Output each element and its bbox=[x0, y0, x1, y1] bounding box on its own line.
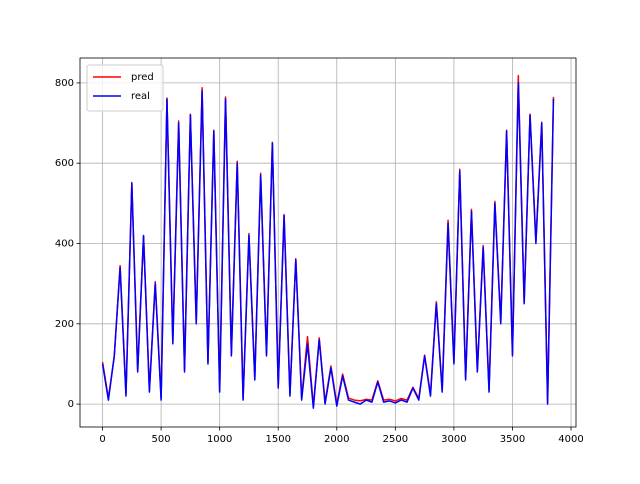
y-tick-label: 600 bbox=[55, 158, 74, 169]
x-tick-label: 0 bbox=[99, 434, 105, 445]
x-tick-label: 1500 bbox=[265, 434, 290, 445]
legend-label: real bbox=[131, 91, 150, 102]
line-series bbox=[101, 82, 555, 409]
y-tick-label: 800 bbox=[55, 78, 74, 89]
x-tick-label: 3500 bbox=[500, 434, 525, 445]
x-tick-label: 1000 bbox=[207, 434, 232, 445]
x-tick-label: 2500 bbox=[383, 434, 408, 445]
x-tick-label: 2000 bbox=[324, 434, 349, 445]
y-tick-label: 400 bbox=[55, 239, 74, 250]
y-tick-label: 0 bbox=[68, 399, 74, 410]
x-tick-label: 500 bbox=[152, 434, 171, 445]
x-tick-label: 3000 bbox=[441, 434, 466, 445]
y-tick-label: 200 bbox=[55, 319, 74, 330]
x-tick-label: 4000 bbox=[558, 434, 583, 445]
plot-frame bbox=[79, 57, 577, 428]
legend-label: pred bbox=[131, 72, 154, 83]
